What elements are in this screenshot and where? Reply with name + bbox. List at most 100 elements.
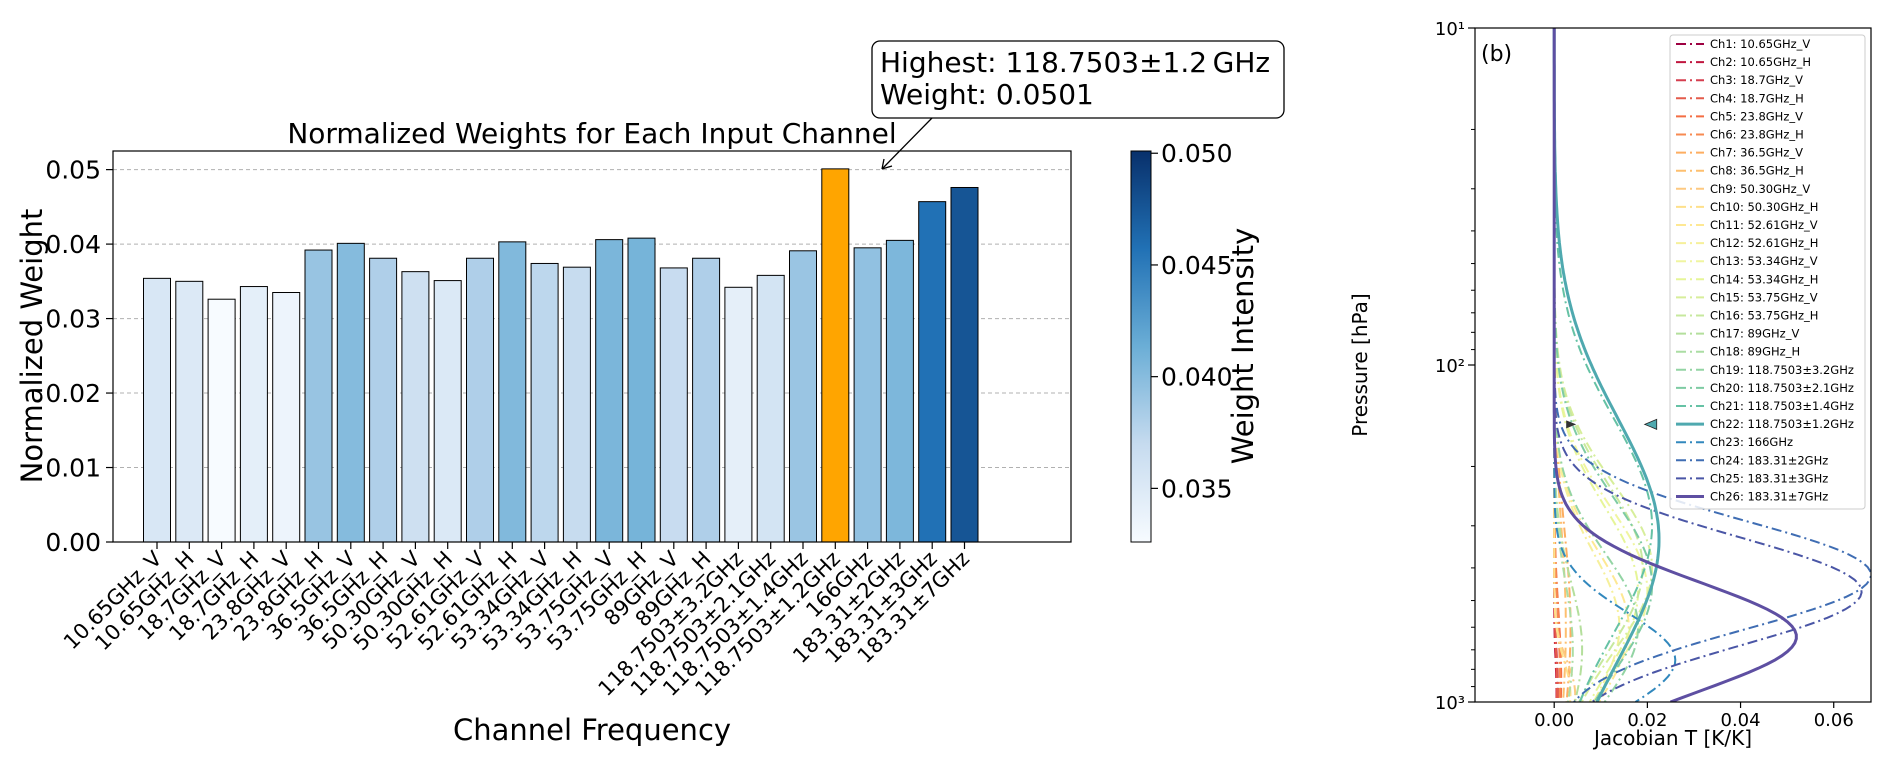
y-tick-label-b: 10³ — [1435, 693, 1465, 714]
series-line — [1553, 28, 1653, 702]
legend-entry: Ch1: 10.65GHz_V — [1710, 37, 1810, 51]
legend-entry: Ch19: 118.7503±3.2GHz — [1710, 363, 1854, 377]
bar: 118.7503±2.1GHz: 0.0358 — [756, 274, 785, 543]
bar: 36.5GHz_V: 0.0401 — [336, 242, 365, 543]
bar: 53.75GHz_H: 0.0408 — [627, 237, 656, 543]
bar: 50.30GHz_H: 0.0351 — [433, 280, 462, 543]
y-tick-label: 0.05 — [45, 156, 101, 185]
y-tick-label: 0.03 — [45, 305, 101, 334]
legend-entry: Ch13: 53.34GHz_V — [1710, 254, 1818, 268]
legend-entry: Ch11: 52.61GHz_V — [1710, 218, 1818, 232]
y-tick-label-b: 10² — [1435, 356, 1465, 377]
bars: 10.65GHz_V: 0.035410.65GHz_H: 0.03518.7G… — [143, 168, 979, 543]
bar: 18.7GHz_H: 0.0343 — [239, 286, 268, 543]
x-axis-label: Channel Frequency — [453, 713, 731, 747]
legend-entry: Ch21: 118.7503±1.4GHz — [1710, 399, 1854, 413]
legend-entry: Ch7: 36.5GHz_V — [1710, 146, 1803, 160]
series-line — [1553, 28, 1584, 702]
bar: 18.7GHz_V: 0.0326 — [207, 298, 236, 543]
y-tick-label: 0.00 — [45, 528, 101, 557]
series-line — [1553, 28, 1640, 702]
series-line — [1553, 28, 1649, 702]
bar: 183.31±7GHz: 0.0476 — [950, 186, 979, 543]
series-line — [1553, 28, 1640, 702]
annotation-arrowhead — [881, 158, 893, 170]
colorbar-tick-label: 0.050 — [1161, 139, 1233, 168]
legend-entry: Ch4: 18.7GHz_H — [1710, 91, 1804, 105]
y-axis-label: Normalized Weight — [15, 209, 49, 484]
colorbar-ticks: 0.035 0.040 0.045 0.050 — [1151, 139, 1233, 503]
legend-entry: Ch2: 10.65GHz_H — [1710, 55, 1811, 69]
legend-entry: Ch3: 18.7GHz_V — [1710, 73, 1803, 87]
series-line — [1553, 28, 1567, 702]
colorbar: 0.035 0.040 0.045 0.050 Weight Intensity — [1130, 139, 1260, 543]
colorbar-gradient — [1130, 150, 1152, 543]
bar: 53.34GHz_V: 0.0374 — [530, 262, 559, 543]
legend-entry: Ch20: 118.7503±2.1GHz — [1710, 381, 1854, 395]
legend-entry: Ch10: 50.30GHz_H — [1710, 200, 1818, 214]
bar-chart-panel: 10.65GHz_V: 0.035410.65GHz_H: 0.03518.7G… — [15, 40, 1285, 747]
legend-entry: Ch5: 23.8GHz_V — [1710, 109, 1803, 123]
legend-entry: Ch12: 52.61GHz_H — [1710, 236, 1818, 250]
legend-entries: Ch1: 10.65GHz_V Ch2: 10.65GHz_H Ch3: 18.7G… — [1676, 37, 1854, 504]
y-axis-label-b: Pressure [hPa] — [1348, 293, 1372, 436]
legend-entry: Ch6: 23.8GHz_H — [1710, 128, 1804, 142]
y-axis-ticks: 0.00 0.01 0.02 0.03 0.04 0.05 — [45, 156, 113, 557]
jacobian-line-chart-panel: 0.00 0.02 0.04 0.06 10¹ 10² 10³ (b) Jacobian … — [1348, 19, 1872, 750]
bar: 53.75GHz_V: 0.0406 — [595, 239, 624, 543]
x-tick-label-b: 0.04 — [1721, 710, 1761, 731]
legend-entry: Ch26: 183.31±7GHz — [1710, 490, 1828, 504]
colorbar-tick-label: 0.035 — [1161, 474, 1233, 503]
arrow-marker — [1566, 420, 1577, 429]
bar: 52.61GHz_V: 0.0381 — [466, 257, 494, 543]
legend-entry: Ch22: 118.7503±1.2GHz — [1710, 417, 1854, 431]
x-tick-label-b: 0.00 — [1534, 710, 1574, 731]
bar: 118.7503±1.2GHz: 0.0501 — [821, 168, 850, 543]
series-line — [1553, 28, 1577, 702]
legend-entry: Ch14: 53.34GHz_H — [1710, 272, 1818, 286]
y-tick-label: 0.02 — [45, 379, 101, 408]
x-axis-label-b: Jacobian T [K/K] — [1592, 726, 1752, 750]
legend-frame — [1669, 34, 1866, 510]
series-line — [1553, 28, 1574, 702]
annotation-line-1: Highest: 118.7503±1.2 GHz — [880, 46, 1270, 79]
series-line — [1553, 28, 1630, 702]
bar: 89GHz_V: 0.0368 — [659, 267, 688, 543]
bar: 89GHz_H: 0.0381 — [692, 257, 721, 543]
y-tick-label: 0.04 — [45, 230, 101, 259]
bar: 10.65GHz_H: 0.035 — [175, 280, 204, 543]
bar: 166GHz: 0.0395 — [853, 247, 882, 543]
x-tick-label-b: 0.06 — [1814, 710, 1854, 731]
legend-entry: Ch9: 50.30GHz_V — [1710, 182, 1810, 196]
colorbar-tick-label: 0.045 — [1161, 251, 1233, 280]
y-tick-label: 0.01 — [45, 454, 101, 483]
bar: 53.34GHz_H: 0.0369 — [562, 266, 591, 543]
series-line — [1553, 28, 1653, 702]
y-tick-label-b: 10¹ — [1435, 19, 1465, 40]
y-axis-ticks-b: 10¹ 10² 10³ — [1435, 19, 1475, 714]
bar: 183.31±3GHz: 0.0457 — [918, 201, 947, 543]
series-line — [1553, 28, 1572, 702]
series-line — [1553, 28, 1677, 702]
x-tick-label-b: 0.02 — [1627, 710, 1667, 731]
series-line — [1552, 28, 1661, 702]
legend-entry: Ch18: 89GHz_H — [1710, 345, 1800, 359]
colorbar-label: Weight Intensity — [1226, 228, 1260, 464]
bar: 23.8GHz_V: 0.0335 — [272, 292, 301, 543]
legend-entry: Ch24: 183.31±2GHz — [1710, 453, 1828, 467]
chart-title: Normalized Weights for Each Input Channe… — [287, 117, 896, 150]
triangle-marker — [1643, 418, 1658, 430]
legend-entry: Ch17: 89GHz_V — [1710, 327, 1799, 341]
bar: 183.31±2GHz: 0.0405 — [885, 239, 914, 543]
plot-area-frame — [112, 150, 1072, 543]
bar: 23.8GHz_H: 0.0392 — [304, 249, 333, 543]
series-line — [1553, 28, 1653, 702]
legend-entry: Ch16: 53.75GHz_H — [1710, 309, 1818, 323]
legend-entry: Ch23: 166GHz — [1710, 435, 1793, 449]
x-axis-ticks-b: 0.00 0.02 0.04 0.06 — [1534, 702, 1854, 731]
legend: Ch1: 10.65GHz_V Ch2: 10.65GHz_H Ch3: 18.7G… — [1669, 34, 1866, 510]
series-line — [1552, 28, 1798, 702]
legend-entry: Ch15: 53.75GHz_V — [1710, 290, 1818, 304]
highest-annotation: Highest: 118.7503±1.2 GHz Weight: 0.0501 — [871, 40, 1285, 170]
